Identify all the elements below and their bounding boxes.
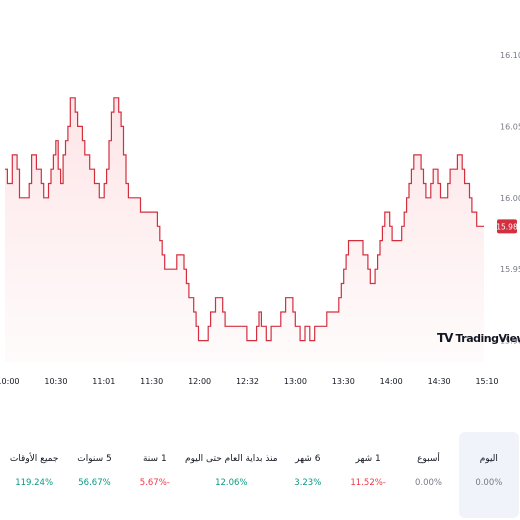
period-tab-week[interactable]: أسبوع 0.00% [398,432,458,518]
x-axis-tick-label: 10:30 [44,377,67,386]
x-axis-tick-label: 12:00 [188,377,211,386]
tradingview-logo-text: TradingView [455,331,520,345]
y-axis-tick-label: 15.90 [500,337,520,346]
period-tab-ytd[interactable]: منذ بداية العام حتى اليوم 12.06% [185,432,278,518]
last-price-tag [497,219,517,234]
period-label: أسبوع [417,454,440,464]
period-label: جميع الأوقات [9,454,59,464]
period-tab-all-time[interactable]: جميع الأوقات 119.24% [4,432,64,518]
tradingview-logo: TV TradingView [437,331,520,345]
y-axis-tick-label: 16.00 [500,194,520,203]
period-label: 1 شهر [355,454,381,464]
price-line [5,97,484,342]
period-tab-5-years[interactable]: 5 سنوات 56.67% [64,432,124,518]
period-change: 56.67% [78,478,111,488]
x-axis-tick-label: 11:01 [92,377,115,386]
x-axis-tick-label: 11:30 [140,377,163,386]
period-label: 5 سنوات [77,454,112,464]
price-area-fill [5,97,484,363]
period-label: اليوم [479,454,498,464]
x-axis-tick-label: 10:00 [0,377,20,386]
period-label: 6 شهر [295,454,321,464]
period-label: منذ بداية العام حتى اليوم [185,454,278,464]
x-axis-tick-label: 14:30 [428,377,451,386]
last-price-label: 15.98 [496,222,518,231]
y-axis-tick-label: 16.05 [500,122,520,131]
y-axis-tick-label: 15.95 [500,265,520,274]
period-label: 1 سنة [142,454,167,464]
period-change: 5.67%- [139,478,170,488]
period-tab-1-month[interactable]: 1 شهر 11.52%- [338,432,398,518]
x-axis-tick-label: 14:00 [380,377,403,386]
period-tab-1-year[interactable]: 1 سنة 5.67%- [125,432,185,518]
price-chart-svg[interactable]: 16.10 16.05 16.00 15.95 15.90 10:00 10:30 11:01… [0,0,520,390]
x-axis-tick-label: 15:10 [475,377,498,386]
period-tab-6-months[interactable]: 6 شهر 3.23% [278,432,338,518]
period-change: 0.00% [414,478,442,488]
y-axis-tick-label: 16.10 [500,51,520,60]
period-change: 0.00% [475,478,503,488]
price-chart[interactable]: 16.10 16.05 16.00 15.95 15.90 10:00 10:30 11:01… [0,0,520,390]
tradingview-logo-icon: TV [437,331,454,345]
period-change: 3.23% [294,478,322,488]
period-performance-tabs: اليوم 0.00% أسبوع 0.00% 1 شهر 11.52%- 6 … [4,432,519,518]
period-tab-today[interactable]: اليوم 0.00% [458,432,519,518]
period-change: 119.24% [15,478,54,488]
x-axis-tick-label: 13:00 [284,377,307,386]
period-change: 12.06% [215,478,248,488]
x-axis-tick-label: 13:30 [332,377,355,386]
period-change: 11.52%- [350,478,386,488]
x-axis-tick-label: 12:32 [236,377,259,386]
